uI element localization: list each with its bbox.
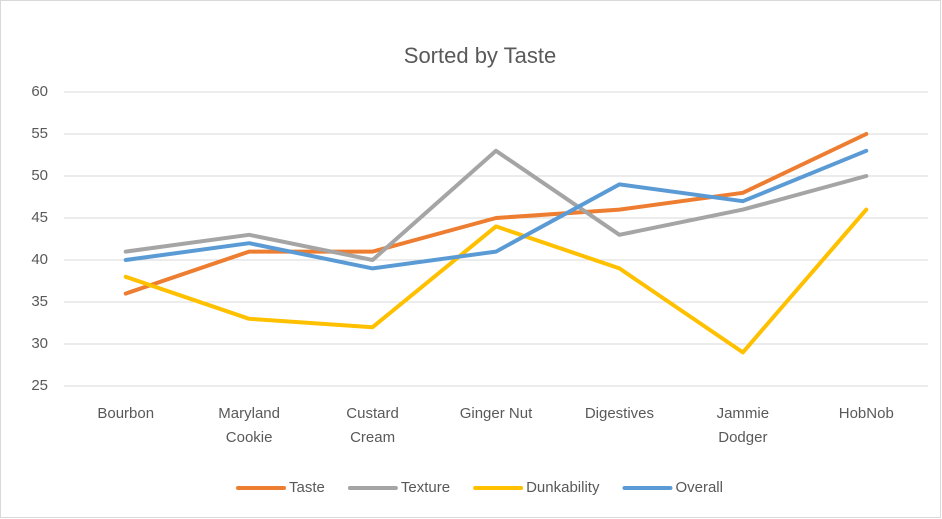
y-tick-label: 30	[31, 335, 48, 352]
x-tick-label: Custard Cream	[346, 405, 399, 446]
x-tick-label: Bourbon	[97, 405, 154, 422]
x-tick-label: Maryland Cookie	[218, 405, 280, 446]
y-tick-label: 40	[31, 251, 48, 268]
series-line	[123, 207, 869, 355]
y-tick-label: 60	[31, 83, 48, 100]
series-line	[123, 148, 869, 262]
chart-title: Sorted by Taste	[404, 43, 556, 68]
x-tick-label: HobNob	[839, 405, 894, 422]
legend-label: Overall	[675, 479, 723, 496]
y-tick-label: 45	[31, 209, 48, 226]
y-tick-label: 25	[31, 377, 48, 394]
x-tick-label: Digestives	[585, 405, 654, 422]
x-tick-label: Jammie Dodger	[717, 405, 770, 446]
legend-label: Taste	[289, 479, 325, 496]
legend-label: Dunkability	[526, 479, 600, 496]
x-tick-label: Ginger Nut	[460, 405, 533, 422]
legend-label: Texture	[401, 479, 450, 496]
series-line	[123, 148, 869, 271]
y-tick-label: 55	[31, 125, 48, 142]
y-tick-label: 35	[31, 293, 48, 310]
series-line	[123, 132, 869, 296]
y-tick-label: 50	[31, 167, 48, 184]
